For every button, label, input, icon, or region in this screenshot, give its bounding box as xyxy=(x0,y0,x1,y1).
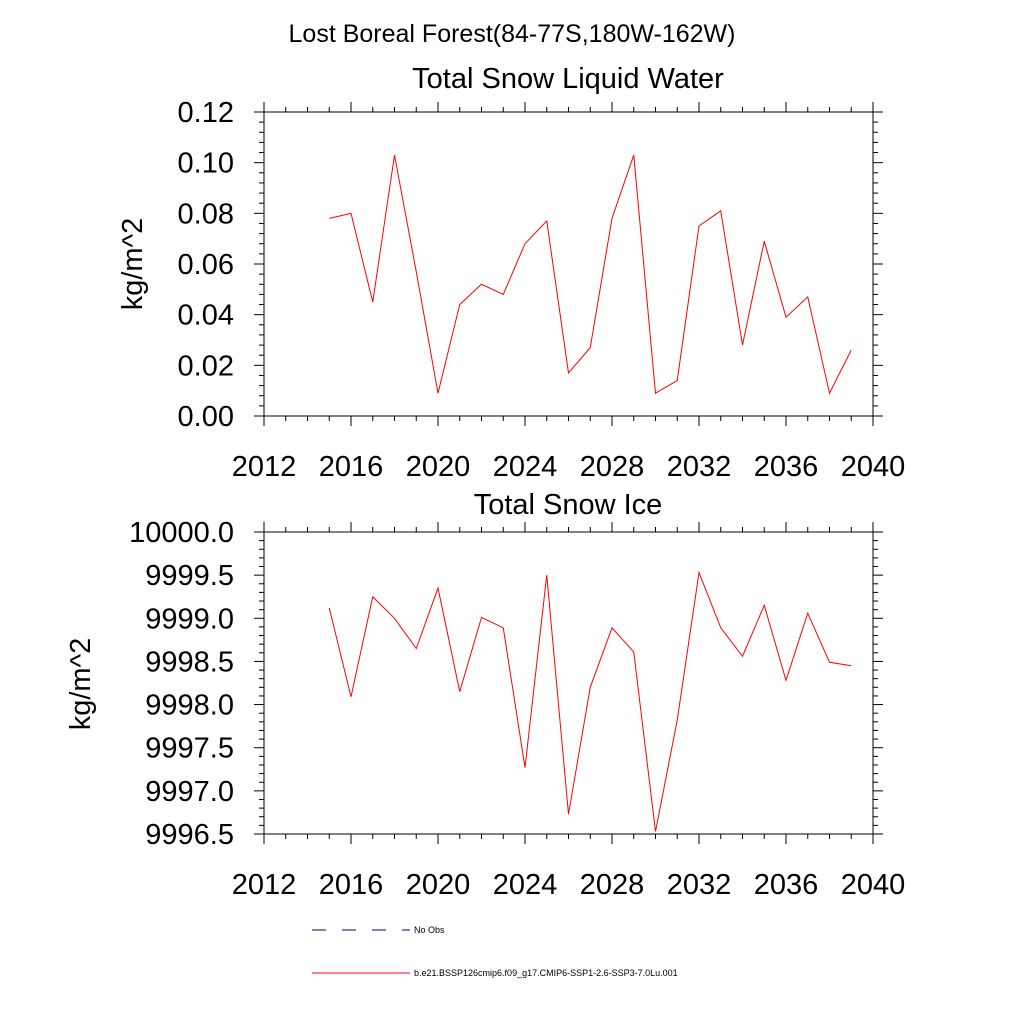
chart-title: Total Snow Liquid Water xyxy=(412,63,724,95)
x-tick-label: 2032 xyxy=(667,451,732,483)
y-tick-label: 0.02 xyxy=(178,350,234,382)
x-tick-label: 2024 xyxy=(493,869,558,901)
axis-tick-labels: 2012 2016 2020 2024 2028 2032 2036 2040 0.00 0.02… xyxy=(178,97,906,483)
x-tick-label: 2028 xyxy=(580,451,645,483)
x-tick-label: 2012 xyxy=(232,869,297,901)
axis-tick-labels: 2012 2016 2020 2024 2028 2032 2036 2040 9996.5 99… xyxy=(129,517,905,901)
x-tick-label: 2036 xyxy=(754,451,819,483)
y-tick-label: 9997.5 xyxy=(145,733,234,765)
axis-ticks xyxy=(254,102,883,426)
y-tick-label: 0.06 xyxy=(178,249,234,281)
series-line-0 xyxy=(328,570,852,832)
y-tick-label: 0.08 xyxy=(178,198,234,230)
y-axis-label: kg/m^2 xyxy=(65,638,97,731)
figure-suptitle: Lost Boreal Forest(84-77S,180W-162W) xyxy=(289,20,736,48)
y-axis-label: kg/m^2 xyxy=(117,218,149,311)
legend-label-no-obs: No Obs xyxy=(414,925,445,935)
y-tick-label: 9999.5 xyxy=(145,560,234,592)
y-tick-label: 9998.0 xyxy=(145,690,234,722)
chart-panel-snow-ice: Total Snow Ice kg/m^2 2012 2016 2020 2024 20… xyxy=(65,489,905,901)
legend-label-model-run: b.e21.BSSP126cmip6.f09_g17.CMIP6-SSP1-2.… xyxy=(414,968,678,978)
axis-ticks xyxy=(254,522,883,844)
x-tick-label: 2020 xyxy=(406,869,471,901)
y-tick-label: 0.00 xyxy=(178,401,234,433)
x-tick-label: 2016 xyxy=(319,869,384,901)
plot-frame xyxy=(263,531,874,835)
y-tick-label: 0.12 xyxy=(178,97,234,129)
y-tick-label: 9999.0 xyxy=(145,603,234,635)
legend: No Obs b.e21.BSSP126cmip6.f09_g17.CMIP6-… xyxy=(312,925,678,978)
series-lines xyxy=(328,570,852,832)
chart-panel-snow-liquid-water: Total Snow Liquid Water kg/m^2 2012 2016 2… xyxy=(117,63,905,483)
series-lines xyxy=(329,154,852,395)
y-tick-label: 9998.5 xyxy=(145,646,234,678)
x-tick-label: 2024 xyxy=(493,451,558,483)
y-tick-label: 10000.0 xyxy=(129,517,234,549)
x-tick-label: 2028 xyxy=(580,869,645,901)
x-tick-label: 2040 xyxy=(841,451,906,483)
y-tick-label: 0.10 xyxy=(178,148,234,180)
y-tick-label: 9997.0 xyxy=(145,776,234,808)
x-tick-label: 2036 xyxy=(754,869,819,901)
y-tick-label: 0.04 xyxy=(178,300,234,332)
x-tick-label: 2012 xyxy=(232,451,297,483)
x-tick-label: 2020 xyxy=(406,451,471,483)
x-tick-label: 2040 xyxy=(841,869,906,901)
y-tick-label: 9996.5 xyxy=(145,819,234,851)
x-tick-label: 2016 xyxy=(319,451,384,483)
series-line-0 xyxy=(329,154,852,395)
chart-title: Total Snow Ice xyxy=(474,489,663,521)
x-tick-label: 2032 xyxy=(667,869,732,901)
